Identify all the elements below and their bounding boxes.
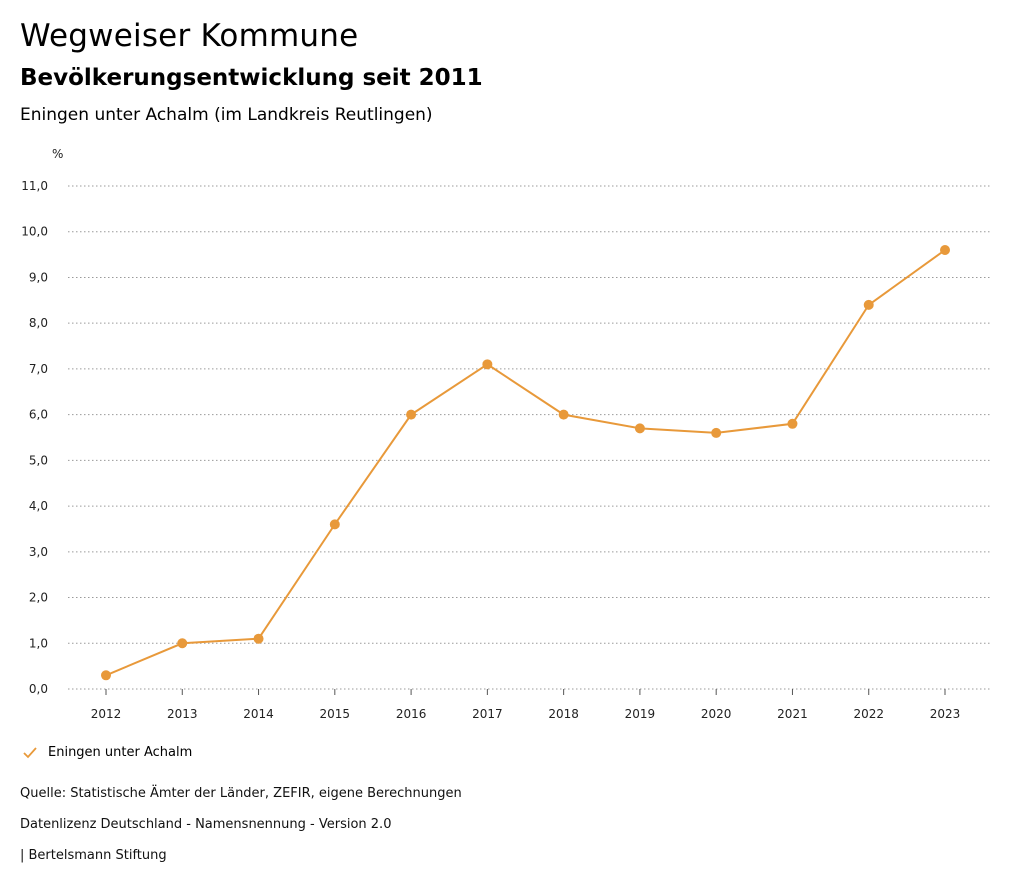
data-point[interactable]	[558, 409, 569, 420]
x-tick-label: 2012	[91, 707, 122, 721]
data-series	[101, 245, 950, 681]
x-tick-label: 2023	[930, 707, 961, 721]
grid-lines	[68, 185, 990, 690]
y-tick-label: 4,0	[29, 499, 48, 513]
data-point[interactable]	[940, 245, 950, 256]
region-label: Eningen unter Achalm (im Landkreis Reutl…	[20, 105, 433, 125]
y-tick-label: 7,0	[29, 362, 48, 376]
x-tick-label: 2017	[472, 707, 503, 721]
x-tick-label: 2014	[243, 707, 274, 721]
line-chart: 0,0 1,0 2,0 3,0 4,0 5,0 6,0 7,0 8,0 9,0 10,0 11,0 2…	[21, 147, 990, 721]
source-text: Quelle: Statistische Ämter der Länder, Z…	[20, 786, 462, 801]
legend-item[interactable]: Eningen unter Achalm	[22, 745, 192, 760]
y-tick-label: 11,0	[21, 179, 48, 193]
license-text: Datenlizenz Deutschland - Namensnennung …	[20, 817, 392, 832]
y-tick-label: 2,0	[29, 591, 48, 605]
series-line	[105, 249, 946, 677]
data-point[interactable]	[406, 409, 417, 420]
y-tick-label: 6,0	[29, 408, 48, 422]
y-tick-label: 1,0	[29, 636, 48, 650]
y-tick-label: 8,0	[29, 316, 48, 330]
data-point[interactable]	[177, 638, 188, 649]
x-axis-ticks: 2012 2013 2014 2015 2016 2017 2018 2019 2020 2021…	[91, 689, 961, 721]
x-tick-label: 2016	[396, 707, 427, 721]
data-point[interactable]	[634, 423, 645, 434]
x-tick-label: 2018	[548, 707, 579, 721]
y-tick-label: 0,0	[29, 682, 48, 696]
data-point[interactable]	[329, 519, 340, 530]
check-icon	[23, 746, 37, 758]
y-tick-label: 9,0	[29, 270, 48, 284]
page-title: Wegweiser Kommune	[20, 18, 359, 54]
data-point[interactable]	[787, 418, 798, 429]
y-tick-label: 10,0	[21, 225, 48, 239]
x-tick-label: 2015	[320, 707, 351, 721]
x-tick-label: 2020	[701, 707, 732, 721]
legend-label: Eningen unter Achalm	[48, 745, 193, 760]
y-axis-unit-label: %	[52, 147, 63, 161]
y-tick-label: 3,0	[29, 545, 48, 559]
y-axis-ticks: 0,0 1,0 2,0 3,0 4,0 5,0 6,0 7,0 8,0 9,0 10,0 11,0	[21, 179, 48, 696]
data-point[interactable]	[482, 359, 493, 370]
x-tick-label: 2019	[625, 707, 656, 721]
data-point[interactable]	[711, 427, 722, 438]
x-tick-label: 2013	[167, 707, 198, 721]
x-tick-label: 2021	[777, 707, 808, 721]
x-tick-label: 2022	[853, 707, 884, 721]
chart-subtitle: Bevölkerungsentwicklung seit 2011	[20, 65, 483, 91]
data-point[interactable]	[863, 299, 874, 310]
data-point[interactable]	[101, 670, 111, 681]
y-tick-label: 5,0	[29, 453, 48, 467]
data-point[interactable]	[253, 633, 264, 644]
publisher-text: | Bertelsmann Stiftung	[20, 848, 167, 863]
